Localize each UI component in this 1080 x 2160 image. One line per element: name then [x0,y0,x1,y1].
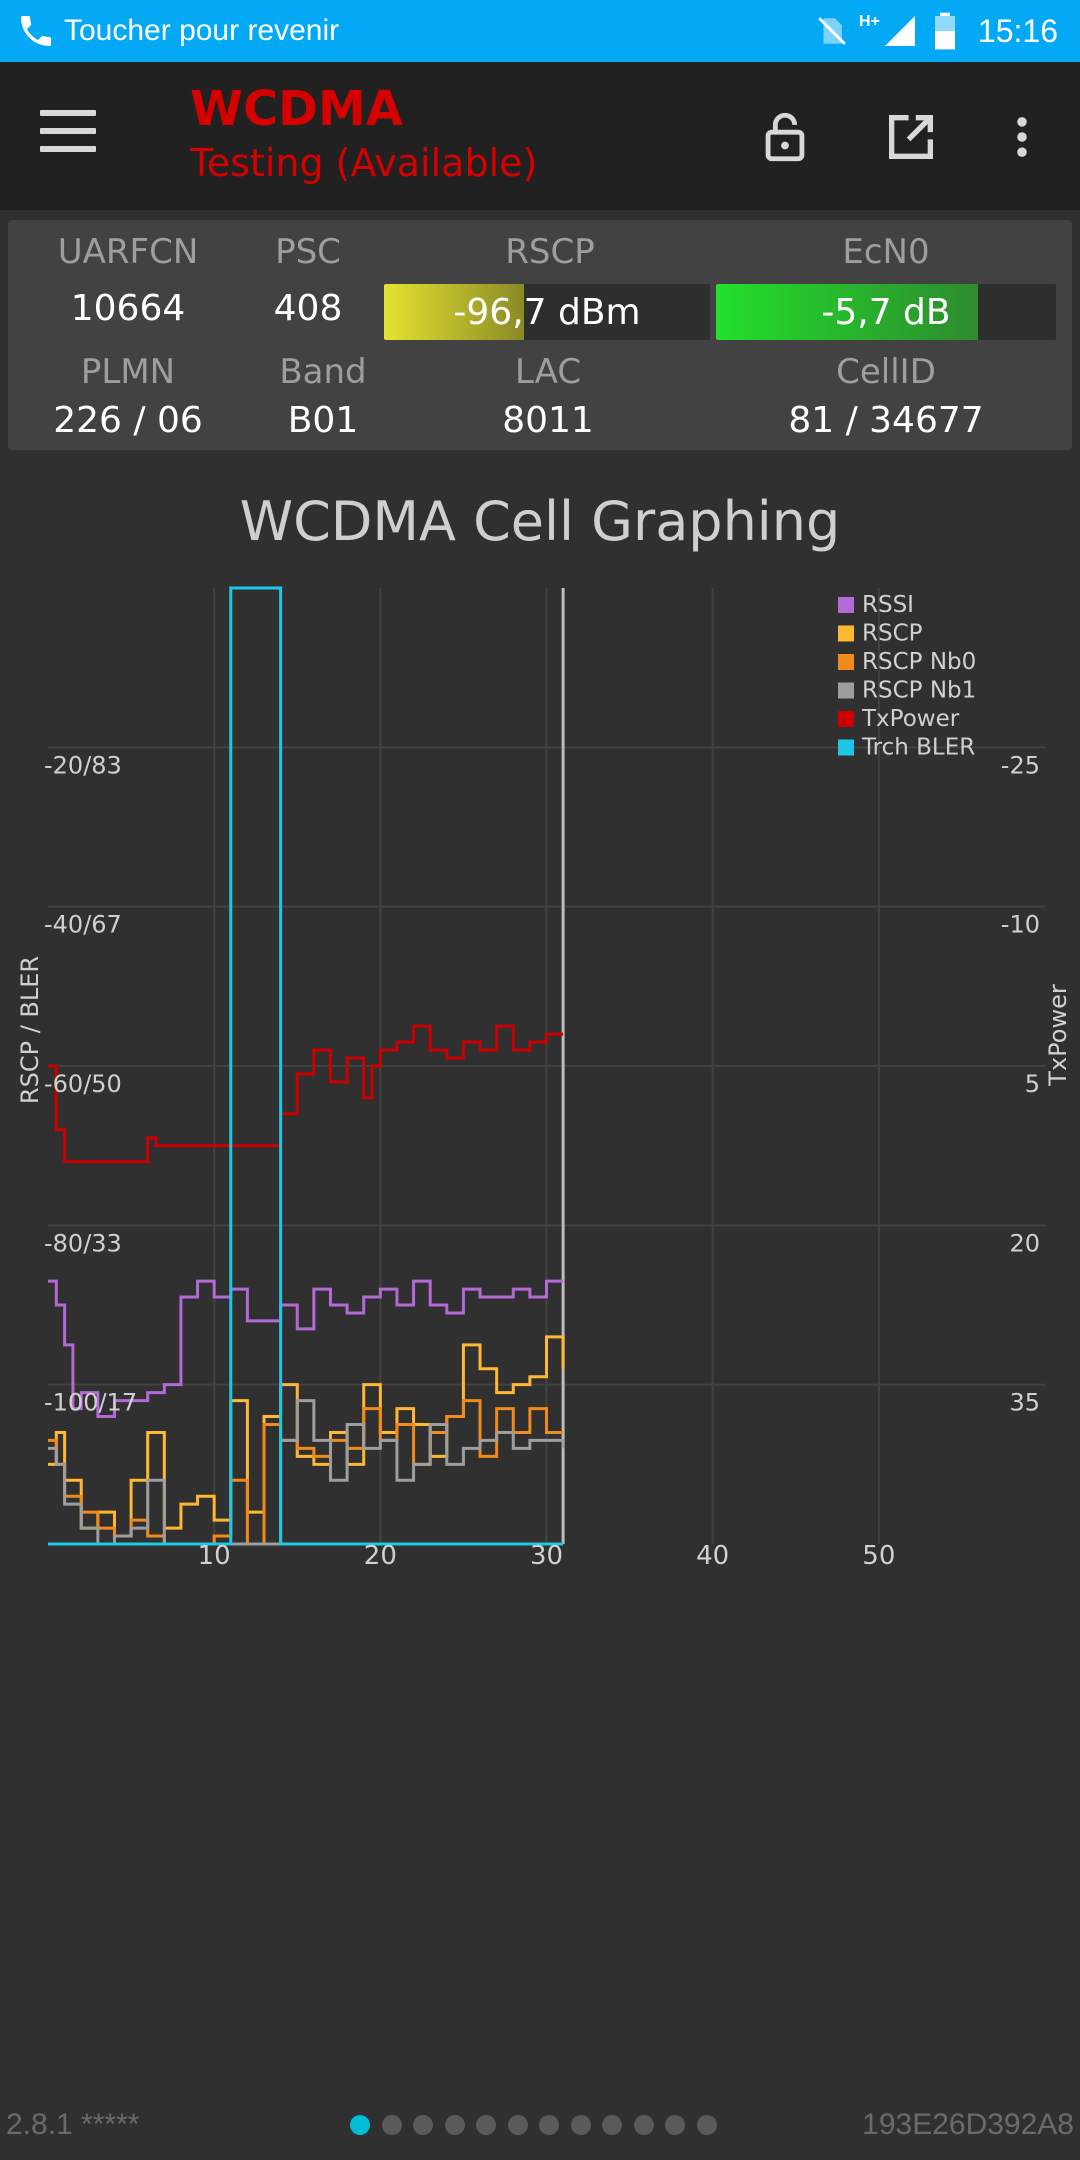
legend-swatch [838,625,854,642]
page-indicator[interactable] [350,2115,728,2135]
page-dot[interactable] [476,2115,496,2135]
page-dot[interactable] [444,2115,465,2135]
y-tick-label: -60/50 [44,1070,122,1098]
ecn0-meter: -5,7 dB [716,284,1056,340]
y-tick-label: -40/67 [44,911,122,939]
lock-open-icon[interactable] [756,108,814,166]
y2-axis-label: TxPower [1044,984,1072,1087]
page-title: WCDMA [190,81,403,137]
cell-graph[interactable]: 10 20 30 40 50 -20/83 -40/67 -60/50 -80/33 -100/1… [0,570,1080,1570]
y-axis-label: RSCP / BLER [16,956,44,1104]
ecn0-value: -5,7 dB [821,291,951,333]
x-tick-label: 30 [530,1541,563,1570]
series-line-trch-bler [48,586,564,1546]
y2-tick-label: 35 [1009,1389,1040,1417]
legend-entry: RSSI [862,592,914,618]
menu-icon[interactable] [40,110,96,162]
uarfcn-value: 10664 [70,288,186,329]
series-line-rscp-nb0 [48,1399,564,1546]
toolbar: WCDMA Testing (Available) [0,62,1080,210]
x-tick-label: 10 [198,1541,231,1570]
psc-label: PSC [275,232,341,272]
y-tick-label: -20/83 [44,751,122,779]
legend-entry: RSCP [862,621,923,647]
status-bar: Toucher pour revenir H+ 15:16 [0,0,1080,62]
series-line-rssi [48,1279,564,1419]
x-tick-label: 20 [364,1541,397,1570]
signal-icon [884,16,915,46]
x-tick-label: 50 [862,1541,895,1570]
page-dot[interactable] [665,2115,685,2135]
legend-entry: TxPower [861,706,960,732]
y2-tick-label: 20 [1009,1229,1040,1257]
uarfcn-label: UARFCN [57,232,199,272]
return-to-call-banner[interactable]: Toucher pour revenir [0,11,339,51]
legend-entry: Trch BLER [861,735,975,761]
legend-entry: RSCP Nb0 [862,649,976,675]
device-id: 193E26D392A8 [862,2108,1074,2141]
cellid-value: 81 / 34677 [788,400,984,441]
return-notification-text: Toucher pour revenir [64,14,340,47]
legend-swatch [838,654,854,670]
y-tick-label: -100/17 [44,1389,137,1417]
ecn0-label: EcN0 [842,232,930,272]
legend-swatch [838,739,854,756]
legend-swatch [838,682,854,699]
y-tick-label: -80/33 [44,1229,122,1257]
lac-label: LAC [514,352,582,392]
page-dot[interactable] [570,2115,591,2135]
legend-swatch [838,711,854,727]
lac-value: 8011 [502,400,594,441]
network-type: H+ [859,13,880,30]
clock: 15:16 [977,12,1058,49]
cellid-label: CellID [836,352,936,392]
psc-value: 408 [273,288,343,329]
page-dot[interactable] [602,2115,622,2135]
legend-entry: RSCP Nb1 [862,678,976,704]
page-subtitle: Testing (Available) [190,141,538,185]
page-dot[interactable] [413,2115,433,2135]
rscp-meter: -96,7 dBm [384,284,710,340]
legend-swatch [838,597,854,613]
rscp-value: -96,7 dBm [453,291,641,333]
chart-title: WCDMA Cell Graphing [239,490,841,553]
band-label: Band [279,352,367,392]
page-dot[interactable] [350,2115,370,2135]
page-dot[interactable] [507,2115,528,2135]
open-external-icon[interactable] [882,108,940,166]
y2-tick-label: 5 [1025,1070,1040,1098]
plmn-value: 226 / 06 [53,400,203,441]
page-dot[interactable] [633,2115,654,2135]
rscp-label: RSCP [505,232,595,272]
page-dot[interactable] [696,2115,717,2135]
more-vert-icon[interactable] [996,108,1048,166]
y2-tick-label: -25 [1001,751,1040,779]
x-tick-label: 40 [696,1541,729,1570]
cell-info-panel: UARFCN 10664 PSC 408 RSCP -96,7 dBm EcN0… [8,220,1072,450]
plmn-label: PLMN [80,352,176,392]
no-sim-icon [818,17,846,45]
series-line-rscp [48,1335,565,1538]
series-line-txpower [48,1024,564,1164]
page-dot[interactable] [539,2115,559,2135]
y2-tick-label: -10 [1001,911,1040,939]
series-line-rscp-nb1 [48,1399,565,1546]
band-value: B01 [287,400,359,441]
phone-icon [21,16,51,46]
battery-icon [934,12,955,50]
app-version: 2.8.1 ***** [6,2108,140,2141]
page-dot[interactable] [381,2115,402,2135]
